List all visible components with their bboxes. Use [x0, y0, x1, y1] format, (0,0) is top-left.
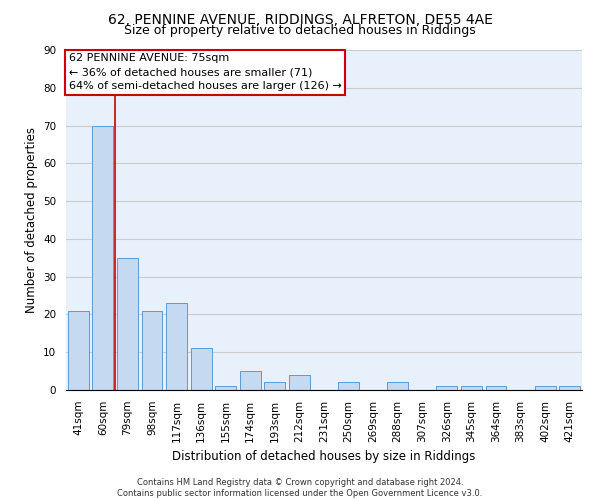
Bar [142, 310, 163, 390]
Bar [265, 382, 286, 390]
Bar [289, 375, 310, 390]
Text: Size of property relative to detached houses in Riddings: Size of property relative to detached ho… [124, 24, 476, 37]
Text: 62 PENNINE AVENUE: 75sqm
← 36% of detached houses are smaller (71)
64% of semi-d: 62 PENNINE AVENUE: 75sqm ← 36% of detach… [68, 54, 341, 92]
Bar [215, 386, 236, 390]
Bar [92, 126, 113, 390]
Bar [166, 303, 187, 390]
Bar [485, 386, 506, 390]
Bar [387, 382, 408, 390]
X-axis label: Distribution of detached houses by size in Riddings: Distribution of detached houses by size … [172, 450, 476, 463]
Bar [117, 258, 138, 390]
Bar [191, 348, 212, 390]
Bar [559, 386, 580, 390]
Bar [240, 371, 261, 390]
Text: 62, PENNINE AVENUE, RIDDINGS, ALFRETON, DE55 4AE: 62, PENNINE AVENUE, RIDDINGS, ALFRETON, … [107, 12, 493, 26]
Bar [68, 310, 89, 390]
Bar [436, 386, 457, 390]
Bar [535, 386, 556, 390]
Y-axis label: Number of detached properties: Number of detached properties [25, 127, 38, 313]
Bar [338, 382, 359, 390]
Text: Contains HM Land Registry data © Crown copyright and database right 2024.
Contai: Contains HM Land Registry data © Crown c… [118, 478, 482, 498]
Bar [461, 386, 482, 390]
